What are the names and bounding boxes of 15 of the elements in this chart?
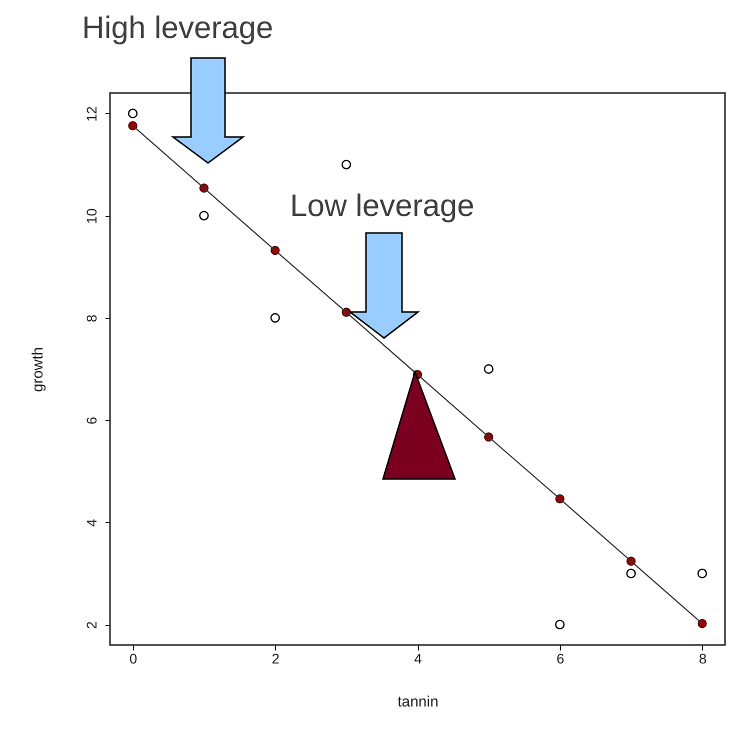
y-tick-label: 6	[84, 416, 100, 425]
x-axis-title: tannin	[398, 694, 438, 710]
text: High leverage	[82, 10, 274, 46]
x-tick-label: 8	[698, 650, 707, 666]
y-tick-label: 10	[84, 208, 100, 224]
y-tick-label: 12	[84, 106, 100, 122]
y-tick-label: 4	[84, 518, 100, 527]
x-tick-label: 6	[556, 650, 564, 666]
x-tick-label: 0	[129, 650, 138, 666]
x-tick-label: 2	[272, 650, 280, 666]
x-tick-label: 4	[414, 650, 422, 666]
y-axis-title: growth	[30, 346, 46, 392]
y-tick-label: 8	[84, 314, 100, 322]
y-tick-label: 2	[84, 620, 100, 629]
annotation: Low leverage	[290, 188, 474, 224]
